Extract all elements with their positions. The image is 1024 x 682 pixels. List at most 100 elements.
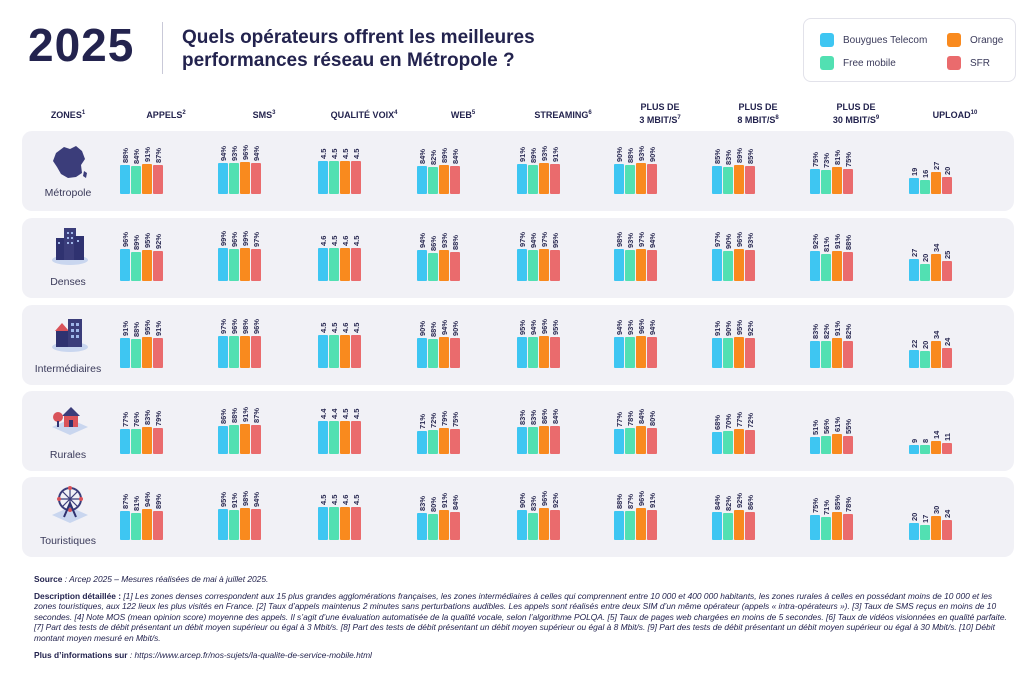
bar-free-mobile: [528, 249, 538, 281]
value-label: 75%: [844, 152, 853, 168]
bar-orange: [931, 341, 941, 368]
bar-sfr: [450, 166, 460, 194]
bar-bouygues-telecom: [517, 510, 527, 540]
value-label: 4.5: [341, 148, 350, 159]
value-label: 94%: [529, 232, 538, 248]
bar-sfr: [450, 338, 460, 368]
legend-swatch: [947, 33, 961, 47]
value-label: 4.5: [330, 148, 339, 159]
bar-free-mobile: [131, 513, 141, 540]
bar-orange: [931, 254, 941, 281]
bar-bouygues-telecom: [517, 163, 527, 194]
zone-label: Denses: [50, 276, 86, 288]
bar-free-mobile: [625, 337, 635, 368]
bar-bouygues-telecom: [120, 428, 130, 454]
bar-sfr: [550, 426, 560, 454]
value-label: 71%: [418, 413, 427, 429]
bar-orange: [734, 164, 744, 194]
value-label: 87%: [252, 408, 261, 424]
value-label: 96%: [637, 319, 646, 335]
value-label: 91%: [833, 320, 842, 336]
legend-item-sfr: SFR: [947, 56, 990, 70]
value-label: 81%: [833, 150, 842, 166]
value-label: 83%: [518, 409, 527, 425]
bar-bouygues-telecom: [712, 337, 722, 368]
bar-free-mobile: [625, 511, 635, 540]
zone-row-rurales: Rurales 77% 76% 83% 79% 86% 88% 91% 87% 4.4 4.4 4.…: [22, 391, 1014, 471]
value-label: 34: [932, 330, 941, 340]
bar-sfr: [351, 161, 361, 194]
value-label: 61%: [833, 416, 842, 432]
value-label: 80%: [648, 410, 657, 426]
value-label: 4.6: [341, 322, 350, 333]
bar-sfr: [251, 508, 261, 540]
value-label: 8: [921, 439, 930, 444]
value-label: 82%: [844, 323, 853, 339]
value-label: 88%: [844, 234, 853, 250]
bar-sfr: [550, 509, 560, 540]
bar-sfr: [647, 164, 657, 194]
bar-sfr: [153, 250, 163, 281]
bar-sfr: [745, 430, 755, 454]
bar-bouygues-telecom: [318, 421, 328, 454]
bar-orange: [636, 248, 646, 281]
metric-group-plus_3: 77% 78% 84% 80%: [614, 391, 714, 471]
metric-group-qualite_voix: 4.4 4.4 4.5 4.5: [318, 391, 418, 471]
value-label: 20: [910, 512, 919, 521]
more-info-link[interactable]: : https://www.arcep.fr/nos-sujets/la-qua…: [127, 649, 372, 660]
metric-group-web: 83% 80% 91% 84%: [417, 477, 517, 557]
value-label: 97%: [518, 231, 527, 247]
value-label: 98%: [241, 490, 250, 506]
value-label: 94%: [418, 232, 427, 248]
metric-group-appels: 96% 89% 95% 92%: [120, 218, 220, 298]
bar-bouygues-telecom: [614, 510, 624, 540]
bar-free-mobile: [131, 166, 141, 194]
bar-sfr: [450, 251, 460, 281]
value-label: 96%: [230, 319, 239, 335]
value-label: 75%: [811, 498, 820, 514]
value-label: 88%: [615, 493, 624, 509]
value-label: 92%: [551, 492, 560, 508]
metric-group-plus_3: 90% 88% 93% 90%: [614, 131, 714, 211]
bar-sfr: [843, 340, 853, 368]
bar-sfr: [942, 520, 952, 540]
value-label: 91%: [551, 146, 560, 162]
legend-swatch: [820, 33, 834, 47]
value-label: 89%: [440, 147, 449, 163]
bar-sfr: [351, 335, 361, 368]
value-label: 55%: [844, 418, 853, 434]
bar-orange: [439, 164, 449, 194]
metric-group-plus_8: 84% 82% 92% 86%: [712, 477, 812, 557]
value-label: 93%: [746, 233, 755, 249]
metric-group-plus_30: 75% 71% 85% 78%: [810, 477, 910, 557]
metric-group-upload: 22 20 34 24: [909, 305, 1009, 385]
metric-group-sms: 95% 91% 98% 94%: [218, 477, 318, 557]
bar-free-mobile: [329, 507, 339, 540]
bar-sfr: [550, 336, 560, 368]
value-label: 95%: [143, 232, 152, 248]
value-label: 91%: [241, 406, 250, 422]
bar-free-mobile: [131, 251, 141, 281]
value-label: 83%: [418, 495, 427, 511]
value-label: 93%: [626, 320, 635, 336]
bar-free-mobile: [723, 430, 733, 454]
value-label: 84%: [713, 495, 722, 511]
zone-label: Touristiques: [39, 535, 97, 547]
bar-free-mobile: [723, 251, 733, 281]
value-label: 98%: [615, 231, 624, 247]
value-label: 79%: [440, 410, 449, 426]
value-label: 75%: [811, 152, 820, 168]
bar-bouygues-telecom: [417, 512, 427, 540]
value-label: 81%: [132, 496, 141, 512]
bar-orange: [539, 163, 549, 194]
bar-sfr: [153, 337, 163, 368]
bar-free-mobile: [528, 164, 538, 194]
bar-orange: [340, 421, 350, 454]
value-label: 88%: [626, 147, 635, 163]
bar-bouygues-telecom: [909, 177, 919, 194]
bar-sfr: [647, 336, 657, 368]
bar-orange: [340, 335, 350, 368]
value-label: 96%: [735, 232, 744, 248]
zone-label: Rurales: [49, 449, 87, 461]
bar-bouygues-telecom: [318, 507, 328, 540]
